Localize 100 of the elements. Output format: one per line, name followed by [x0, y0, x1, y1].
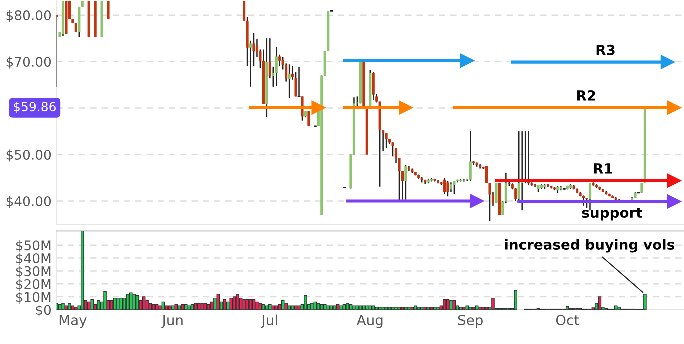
bar — [165, 306, 168, 310]
bar — [268, 304, 272, 310]
bar — [362, 306, 366, 310]
bar — [239, 298, 243, 310]
bar — [194, 303, 198, 310]
bar — [256, 302, 259, 310]
bar — [71, 306, 75, 310]
text: $59.86 — [14, 102, 56, 114]
bar — [162, 302, 166, 310]
bar — [155, 304, 159, 310]
bar — [420, 307, 424, 310]
bar — [378, 307, 382, 310]
bar — [87, 302, 91, 310]
bar — [492, 298, 495, 310]
bar — [110, 300, 114, 310]
candlestick — [275, 46, 278, 87]
bar — [129, 292, 133, 310]
bar — [298, 306, 301, 310]
bar — [349, 304, 353, 310]
candlestick — [385, 132, 388, 149]
bar — [197, 303, 201, 310]
bar — [485, 307, 488, 310]
bar — [414, 306, 418, 310]
x-tick-label: Jul — [261, 314, 278, 328]
bar — [398, 307, 402, 310]
bar — [146, 300, 149, 310]
bar — [614, 306, 618, 310]
y-tick-label: $0 — [36, 304, 52, 317]
candlestick — [488, 182, 492, 222]
candlestick — [401, 170, 404, 200]
bar — [64, 306, 68, 310]
point — [667, 194, 682, 209]
bar — [126, 294, 130, 310]
bar — [258, 303, 262, 310]
bar — [207, 304, 210, 310]
bar — [452, 300, 456, 310]
bar — [388, 307, 392, 310]
candlestick — [404, 164, 408, 200]
bar — [450, 300, 453, 310]
bar — [168, 306, 172, 310]
bar — [314, 302, 318, 310]
x-tick-label: Aug — [356, 315, 383, 328]
point — [399, 100, 413, 115]
bar — [148, 303, 152, 310]
bar — [142, 296, 146, 310]
candlestick — [495, 182, 498, 204]
bar — [90, 299, 94, 310]
bar — [391, 307, 395, 310]
bar — [97, 300, 100, 310]
annotation: increased buying vols — [505, 239, 674, 253]
bar — [598, 296, 602, 310]
bar — [236, 294, 240, 310]
bar — [462, 307, 466, 310]
bar — [346, 303, 350, 310]
bar — [113, 298, 117, 310]
candlestick — [450, 182, 453, 194]
bar — [320, 304, 324, 310]
y-tick-label: $70.00 — [6, 56, 52, 69]
bar — [178, 306, 182, 310]
y-tick-label: $10M — [16, 292, 51, 304]
bar — [482, 307, 486, 310]
bar — [410, 307, 414, 310]
bar — [417, 307, 421, 310]
bar — [226, 302, 230, 310]
candlestick — [514, 188, 518, 202]
bar — [430, 307, 434, 310]
candlestick — [469, 130, 472, 182]
x-tick-label: Sep — [458, 315, 483, 328]
bar — [468, 307, 472, 310]
bar — [274, 306, 278, 310]
series-label: R3 — [596, 44, 615, 56]
point — [470, 194, 484, 208]
bar — [375, 307, 378, 310]
bar — [459, 307, 463, 310]
x-tick-label: Oct — [556, 315, 580, 326]
bar — [136, 295, 140, 310]
y-tick-label: $20M — [16, 279, 51, 292]
bar — [401, 307, 404, 310]
bar — [340, 306, 343, 310]
bar — [278, 304, 282, 310]
bar — [68, 303, 72, 310]
bar — [249, 299, 252, 310]
bar — [291, 306, 294, 310]
bar — [566, 306, 570, 310]
bar — [443, 299, 446, 310]
bar — [181, 304, 185, 310]
candlestick — [446, 180, 450, 198]
bar — [475, 306, 479, 310]
bar — [172, 306, 175, 310]
bar — [466, 306, 470, 310]
candlestick — [640, 182, 644, 194]
bar — [123, 298, 126, 310]
bar — [644, 294, 647, 310]
candlestick — [392, 142, 394, 158]
bar — [158, 306, 162, 310]
bar — [384, 307, 388, 310]
x-tick-label: May — [60, 315, 87, 328]
point — [460, 54, 474, 68]
bar — [359, 306, 362, 310]
bar — [230, 298, 234, 310]
